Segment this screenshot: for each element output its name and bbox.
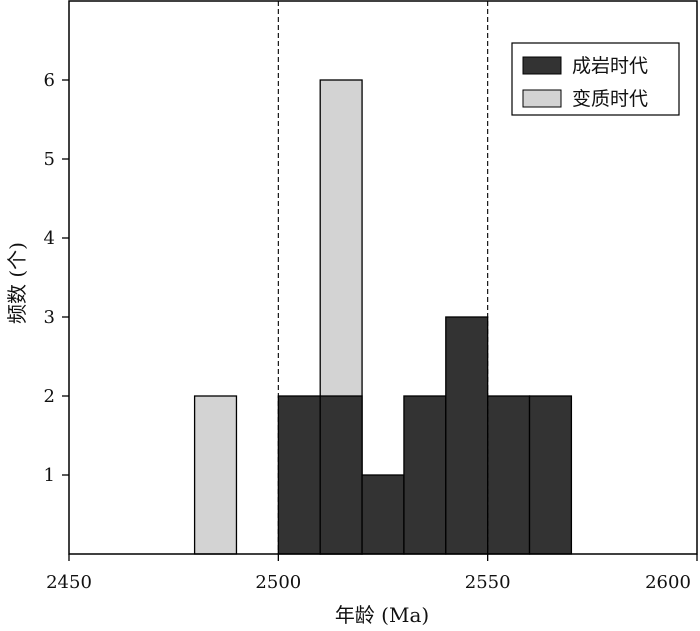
bar-chengyan-2520 xyxy=(361,474,405,555)
bar-chengyan-2530 xyxy=(403,395,447,555)
x-axis: 2450 2500 2550 2600 xyxy=(46,554,698,593)
y-tick-label: 5 xyxy=(44,149,55,170)
plot-frame xyxy=(68,0,698,555)
y-tick-label: 4 xyxy=(44,228,55,249)
bar-chengyan-2550 xyxy=(487,395,531,555)
x-tick-label: 2500 xyxy=(255,572,301,593)
x-tick-label: 2600 xyxy=(645,572,691,593)
y-axis-label: 频数 (个) xyxy=(5,242,29,324)
reference-lines xyxy=(277,1,489,554)
legend-label-chengyan: 成岩时代 xyxy=(572,55,648,77)
y-tick-label: 2 xyxy=(44,386,55,407)
bar-bianzhi-2480 xyxy=(193,395,238,555)
bar-chengyan-2540 xyxy=(445,316,489,555)
y-tick-label: 6 xyxy=(44,70,55,91)
x-axis-label: 年龄 (Ma) xyxy=(335,603,429,627)
legend-swatch-chengyan xyxy=(522,56,562,75)
legend-label-bianzhi: 变质时代 xyxy=(572,88,648,110)
x-tick-label: 2450 xyxy=(46,572,92,593)
bar-chengyan-2560 xyxy=(528,395,573,555)
legend-box xyxy=(511,42,680,116)
y-tick-label: 1 xyxy=(44,465,55,486)
y-tick-label: 3 xyxy=(44,307,55,328)
legend: 成岩时代 变质时代 xyxy=(511,42,680,116)
y-axis: 1 2 3 4 5 6 xyxy=(44,70,69,486)
bars-layer xyxy=(193,79,573,555)
legend-swatch-bianzhi xyxy=(522,89,562,108)
bar-chengyan-2500 xyxy=(277,395,321,555)
bar-chengyan-2510 xyxy=(319,395,363,555)
x-tick-label: 2550 xyxy=(465,572,511,593)
